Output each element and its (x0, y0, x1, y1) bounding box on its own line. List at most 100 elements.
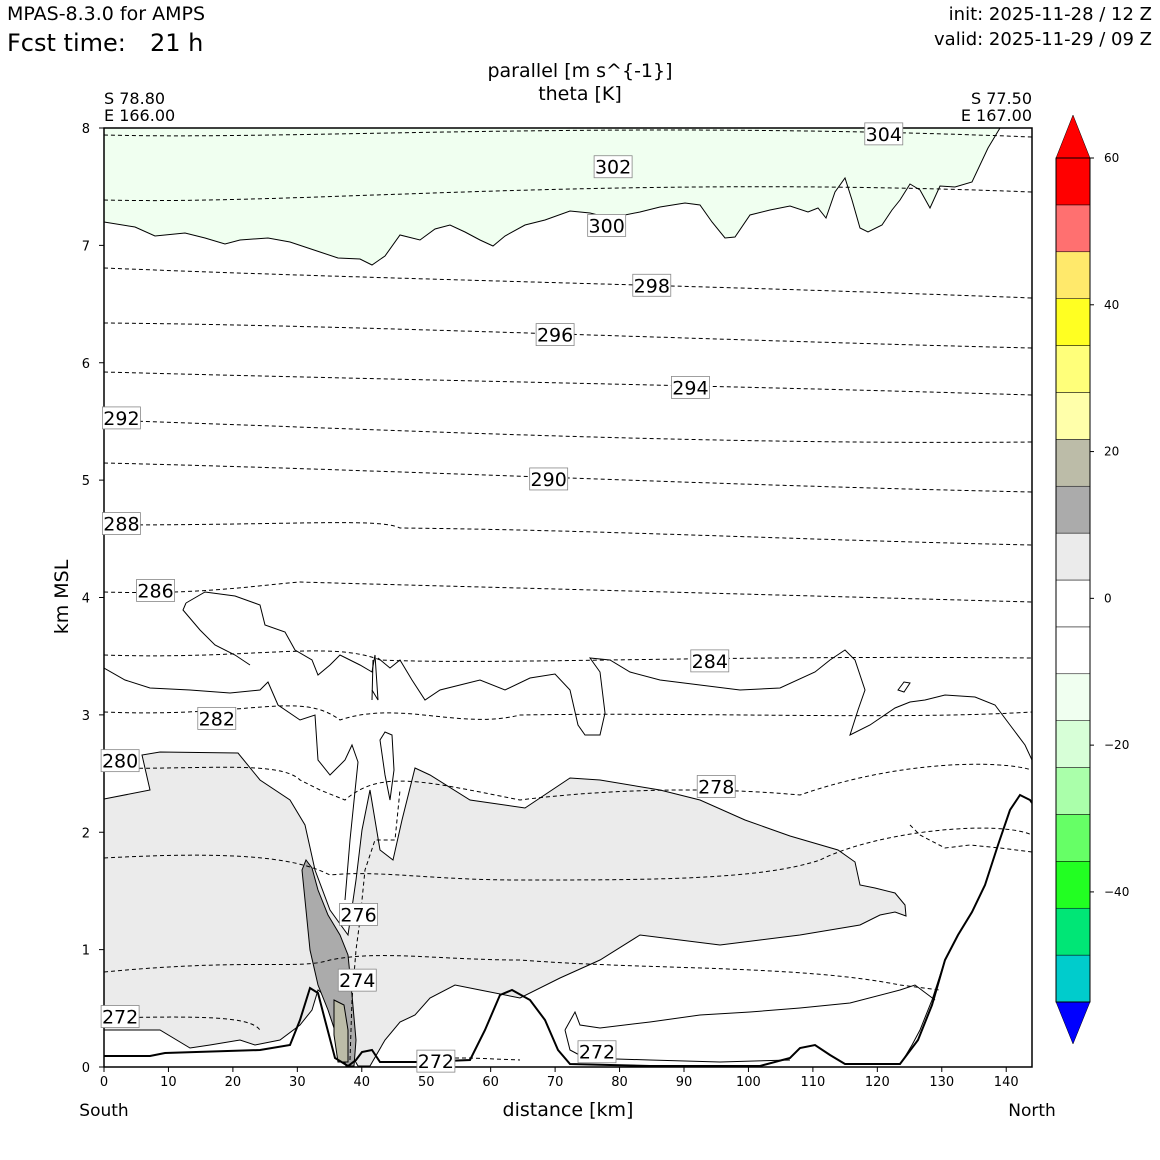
colorbar-tick-label: 0 (1104, 591, 1112, 605)
init-time: init: 2025-11-28 / 12 Z (948, 4, 1152, 25)
x-tick-label: 100 (736, 1075, 761, 1090)
theta-contour-label: 298 (632, 273, 672, 297)
colorbar-segment (1055, 579, 1091, 628)
theta-label-text: 298 (634, 275, 670, 297)
y-tick-label: 3 (82, 709, 90, 724)
theta-contour-label: 272 (100, 1005, 140, 1029)
theta-contour-label: 294 (671, 375, 710, 399)
theta-contour-label: 282 (197, 706, 237, 730)
left-end-lat: S 78.80 (104, 89, 166, 108)
y-tick-label: 1 (82, 944, 90, 959)
theta-label-text: 296 (537, 325, 573, 347)
theta-contour-label: 278 (696, 775, 736, 798)
colorbar-segment (1055, 204, 1091, 253)
theta-label-text: 274 (339, 970, 375, 992)
x-tick-label: 0 (100, 1075, 108, 1090)
x-tick-label: 140 (994, 1075, 1019, 1090)
south-label: South (79, 1101, 129, 1121)
colorbar-segment (1055, 157, 1091, 206)
x-tick-label: 90 (676, 1075, 693, 1090)
colorbar-segment (1055, 767, 1091, 815)
valid-time: valid: 2025-11-29 / 09 Z (934, 29, 1152, 50)
negative-wind-shading (104, 128, 1001, 266)
theta-contour-label: 276 (339, 903, 378, 926)
right-end-lon: E 167.00 (960, 106, 1032, 125)
y-tick-label: 2 (82, 826, 90, 841)
colorbar-segment (1055, 345, 1091, 393)
colorbar-segment (1055, 673, 1091, 721)
theta-contour-label: 300 (587, 214, 627, 237)
theta-contour-label: 272 (577, 1040, 617, 1064)
colorbar-segment (1055, 439, 1091, 487)
y-tick-label: 4 (82, 592, 90, 607)
chart-title-line2: theta [K] (538, 83, 622, 105)
x-tick-label: 10 (160, 1075, 177, 1090)
x-tick-label: 120 (865, 1075, 890, 1090)
theta-label-text: 276 (340, 904, 376, 926)
theta-label-text: 282 (199, 708, 235, 730)
theta-label-text: 286 (137, 580, 173, 602)
theta-label-text: 290 (531, 469, 567, 491)
y-tick-label: 7 (82, 239, 90, 254)
right-end-lat: S 77.50 (970, 89, 1032, 108)
colorbar-tick-label: 40 (1104, 298, 1119, 312)
terrain-line (104, 793, 1032, 1067)
north-label: North (1008, 1101, 1056, 1121)
theta-contour-label: 292 (102, 406, 141, 430)
y-tick-label: 8 (82, 122, 90, 137)
theta-contour-label: 272 (416, 1049, 456, 1073)
colorbar-segment (1055, 626, 1091, 675)
colorbar-segment (1055, 392, 1091, 440)
theta-label-text: 280 (102, 751, 138, 773)
colorbar-segment (1055, 954, 1091, 1003)
strong-wind-core-shading (333, 999, 349, 1063)
theta-contour-label: 286 (136, 579, 175, 602)
x-tick-label: 80 (611, 1075, 628, 1090)
theta-label-text: 292 (103, 408, 139, 430)
theta-contour-label: 284 (690, 649, 730, 673)
fcst-time-label: Fcst time: (7, 29, 126, 57)
colorbar-tick-label: 20 (1104, 445, 1119, 459)
theta-contour-label: 288 (102, 512, 141, 536)
colorbar-tick-label: −20 (1104, 738, 1129, 752)
colorbar-min-extension (1055, 1001, 1091, 1045)
x-tick-label: 110 (800, 1075, 825, 1090)
theta-label-text: 302 (595, 157, 631, 179)
colorbar-segment (1055, 720, 1091, 768)
colorbar-segment (1055, 814, 1091, 862)
x-tick-label: 20 (225, 1075, 242, 1090)
y-tick-label: 6 (82, 357, 90, 372)
colorbar-segment (1055, 485, 1091, 534)
colorbar-segment (1055, 298, 1091, 346)
x-tick-label: 130 (929, 1075, 954, 1090)
theta-label-text: 288 (103, 514, 139, 536)
theta-contour-label: 280 (100, 749, 140, 773)
theta-contour-label: 290 (529, 467, 569, 491)
x-tick-label: 40 (354, 1075, 371, 1090)
chart-title-line1: parallel [m s^{-1}] (487, 60, 673, 82)
colorbar-segment (1055, 907, 1091, 956)
x-tick-label: 70 (547, 1075, 564, 1090)
theta-label-text: 272 (102, 1007, 138, 1029)
theta-contour-label: 304 (864, 122, 904, 146)
theta-label-text: 300 (589, 215, 625, 237)
theta-label-text: 304 (866, 124, 902, 146)
theta-label-text: 272 (418, 1051, 454, 1073)
x-axis-label: distance [km] (502, 1099, 634, 1121)
theta-label-text: 294 (672, 377, 708, 399)
colorbar-segment (1055, 861, 1091, 909)
theta-contour-label: 274 (337, 968, 377, 992)
theta-contour-label: 296 (535, 323, 575, 347)
theta-label-text: 278 (698, 776, 734, 798)
theta-label-text: 284 (692, 651, 728, 673)
x-tick-label: 50 (418, 1075, 435, 1090)
theta-label-text: 272 (579, 1042, 615, 1064)
colorbar-tick-label: 60 (1104, 151, 1119, 165)
colorbar-frame (1055, 157, 1091, 1003)
colorbar-segment (1055, 251, 1091, 299)
left-end-lon: E 166.00 (104, 106, 176, 125)
colorbar-max-extension (1055, 114, 1091, 159)
y-tick-label: 0 (82, 1061, 90, 1076)
model-title: MPAS-8.3.0 for AMPS (7, 3, 206, 25)
